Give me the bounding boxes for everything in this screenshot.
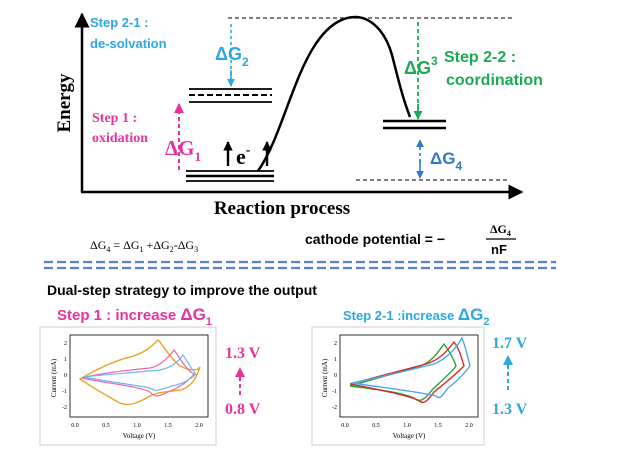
cv-left-curve-blue — [83, 353, 197, 391]
cv-right-ylabel: Current (mA) — [321, 358, 329, 397]
cv-left-xticks: 0.0 0.5 1.0 1.5 2.0 — [71, 423, 203, 429]
step21-title: Step 2-1 : — [90, 15, 149, 30]
cv-right-ytick: -1 — [332, 389, 337, 395]
left-voltage-top: 1.3 V — [225, 345, 261, 362]
dg3-label: ΔG3 — [404, 54, 438, 78]
x-axis-label: Reaction process — [214, 198, 350, 219]
cathode-potential-denominator: nF — [491, 242, 507, 257]
cv-left-curve-pink — [81, 348, 195, 397]
right-step-title: Step 2-1 :increase ΔG2 — [343, 305, 489, 328]
reaction-barrier-curve — [256, 15, 412, 172]
right-voltage-top: 1.7 V — [492, 335, 528, 352]
cv-right-ytick: 1 — [334, 357, 337, 363]
step22-sub: coordination — [446, 72, 543, 89]
dg4-label: ΔG4 — [430, 149, 462, 173]
cv-left-xtick: 1.5 — [164, 423, 172, 429]
cv-right-curve-blue — [351, 336, 471, 399]
left-voltage-bottom: 0.8 V — [225, 401, 261, 418]
cv-right-ytick: -2 — [332, 405, 337, 411]
cv-right-xlabel: Voltage (V) — [393, 432, 426, 440]
left-step-title: Step 1 : increase ΔG1 — [57, 305, 212, 328]
cv-right-xtick: 1.0 — [403, 423, 411, 429]
cv-left-ytick: -1 — [62, 389, 67, 395]
cathode-potential-equation: cathode potential = − — [305, 231, 445, 247]
cv-left-xtick: 0.5 — [102, 423, 110, 429]
cathode-potential-numerator: ΔG4 — [490, 222, 511, 238]
section-divider — [44, 260, 556, 270]
cv-left-curve-orange — [78, 339, 201, 406]
cv-left-ytick: 2 — [64, 341, 67, 347]
cv-panel-left: Current (mA) Voltage (V) 0.0 0.5 1.0 1.5… — [39, 326, 217, 446]
dg1-label: ΔG1 — [165, 136, 201, 164]
step21-sub: de-solvation — [90, 36, 167, 51]
strategy-heading: Dual-step strategy to improve the output — [47, 282, 317, 298]
cv-right-ytick: 2 — [334, 341, 337, 347]
right-voltage-bottom: 1.3 V — [492, 401, 528, 418]
dg2-label: ΔG2 — [215, 44, 249, 69]
cv-left-yticks: 2 1 0 -1 -2 — [62, 341, 67, 411]
cv-right-curve-red — [349, 340, 465, 404]
cv-left-xtick: 1.0 — [133, 423, 141, 429]
cv-left-xtick: 0.0 — [71, 423, 79, 429]
cv-right-ytick: 0 — [334, 373, 337, 379]
cv-left-ytick: 1 — [64, 357, 67, 363]
cv-right-xtick: 1.5 — [434, 423, 442, 429]
dg4-equation: ΔG4 = ΔG1 +ΔG2-ΔG3 — [90, 238, 198, 254]
cv-left-ytick: -2 — [62, 405, 67, 411]
cv-left-ytick: 0 — [64, 373, 67, 379]
cv-right-xtick: 2.0 — [465, 423, 473, 429]
electron-label: e- — [236, 143, 251, 169]
cv-left-xtick: 2.0 — [195, 423, 203, 429]
cv-panel-right: Current (mA) Voltage (V) 0.0 0.5 1.0 1.5… — [311, 326, 485, 446]
cv-right-xticks: 0.0 0.5 1.0 1.5 2.0 — [341, 423, 473, 429]
cv-left-xlabel: Voltage (V) — [123, 432, 156, 440]
step22-title: Step 2-2 : — [444, 49, 516, 66]
cv-left-ylabel: Current (mA) — [50, 358, 58, 397]
cv-right-xtick: 0.5 — [372, 423, 380, 429]
equations: ΔG4 = ΔG1 +ΔG2-ΔG3 cathode potential = −… — [90, 222, 516, 257]
step1-title: Step 1 : — [92, 111, 137, 126]
energy-diagram: Energy Reaction process e- Step 1 : oxid… — [54, 12, 543, 219]
step1-sub: oxidation — [92, 131, 148, 146]
cv-right-yticks: 2 1 0 -1 -2 — [332, 341, 337, 411]
cv-right-xtick: 0.0 — [341, 423, 349, 429]
y-axis-label: Energy — [54, 73, 75, 133]
